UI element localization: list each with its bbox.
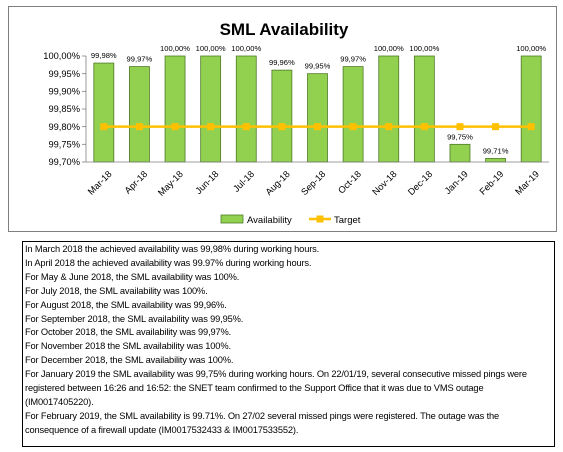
note-line: For May & June 2018, the SML availabilit… bbox=[25, 271, 240, 282]
target-line bbox=[100, 123, 535, 131]
legend-availability-label: Availability bbox=[247, 215, 292, 226]
sml-availability-chart: SML Availability 100,00% 99,95% 99,90% 99,8… bbox=[43, 20, 549, 226]
bar bbox=[129, 66, 150, 163]
bar bbox=[200, 55, 222, 163]
bar bbox=[378, 55, 400, 163]
y-tick-label: 99,95% bbox=[48, 69, 80, 79]
target-marker bbox=[527, 123, 535, 131]
y-tick-label: 99,90% bbox=[48, 87, 80, 97]
target-marker bbox=[314, 123, 321, 131]
x-tick-label: Aug-18 bbox=[264, 169, 292, 197]
bar bbox=[413, 55, 435, 163]
x-axis: Mar-18 Apr-18 May-18 Jun-18 Jul-18 Aug-18 Sep-… bbox=[86, 161, 549, 198]
x-tick-label: Feb-19 bbox=[478, 169, 506, 197]
note-line: For November 2018 the SML availability w… bbox=[25, 341, 231, 352]
x-tick-label: Apr-18 bbox=[123, 169, 150, 196]
note-line: For October 2018, the SML availability w… bbox=[25, 327, 232, 338]
y-tick-label: 99,70% bbox=[48, 157, 80, 167]
bar-value-label: 100,00% bbox=[409, 44, 439, 53]
target-marker bbox=[278, 123, 286, 131]
legend-target-marker bbox=[316, 215, 324, 223]
y-tick-label: 100,00% bbox=[43, 51, 80, 61]
y-tick-label: 99,75% bbox=[48, 140, 80, 150]
y-axis: 100,00% 99,95% 99,90% 99,85% 99,80% 99,75% 99,… bbox=[43, 51, 87, 167]
availability-notes: In March 2018 the achieved availability … bbox=[22, 241, 555, 447]
target-marker bbox=[207, 123, 215, 131]
bar-value-label: 99,97% bbox=[340, 55, 366, 64]
note-line: In March 2018 the achieved availability … bbox=[25, 244, 320, 254]
note-line: For January 2019 the SML availability wa… bbox=[25, 369, 527, 407]
x-tick-label: Oct-18 bbox=[336, 169, 363, 196]
bar bbox=[342, 66, 364, 163]
x-tick-label: Sep-18 bbox=[299, 169, 327, 197]
y-tick-label: 99,85% bbox=[48, 104, 80, 114]
chart-frame: SML Availability 100,00% 99,95% 99,90% 99,8… bbox=[8, 6, 557, 232]
y-tick-label: 99,80% bbox=[48, 122, 80, 132]
legend-availability-swatch bbox=[220, 214, 244, 224]
target-marker bbox=[420, 123, 428, 131]
bar-value-label: 100,00% bbox=[374, 44, 404, 53]
note-line: In April 2018 the achieved availability … bbox=[25, 257, 312, 268]
bar-value-label: 99,71% bbox=[483, 146, 509, 155]
bar bbox=[520, 55, 542, 163]
bar bbox=[164, 55, 186, 163]
note-line: For August 2018, the SML availability wa… bbox=[25, 299, 227, 310]
target-marker bbox=[385, 123, 393, 131]
target-marker bbox=[349, 123, 357, 131]
x-tick-label: Jul-18 bbox=[231, 169, 256, 194]
x-tick-label: Jan-19 bbox=[443, 169, 470, 196]
legend-target-label: Target bbox=[334, 215, 361, 226]
note-line: For July 2018, the SML availability was … bbox=[25, 285, 208, 296]
bar-value-label: 99,98% bbox=[91, 51, 117, 60]
bar-value-label: 99,75% bbox=[447, 132, 473, 141]
bar bbox=[235, 55, 257, 163]
bar-value-label: 100,00% bbox=[196, 44, 226, 53]
bar-value-label: 99,95% bbox=[305, 62, 331, 71]
bar-value-label: 100,00% bbox=[516, 44, 546, 53]
bar-value-label: 99,97% bbox=[127, 55, 153, 64]
bar bbox=[307, 73, 328, 163]
availability-bars bbox=[93, 55, 542, 163]
bar-value-labels: 99,98% 99,97% 100,00% 100,00% 100,00% 99,96% 9… bbox=[91, 44, 547, 155]
target-marker bbox=[492, 123, 500, 131]
x-tick-label: May-18 bbox=[156, 169, 185, 198]
note-line: For December 2018, the SML availability … bbox=[25, 355, 234, 366]
bar bbox=[449, 143, 471, 163]
target-marker bbox=[135, 123, 143, 131]
note-line: For September 2018, the SML availability… bbox=[25, 313, 244, 324]
legend: Availability Target bbox=[220, 214, 361, 226]
x-tick-label: Jun-18 bbox=[193, 169, 220, 196]
bar-value-label: 100,00% bbox=[160, 44, 190, 53]
bar bbox=[271, 69, 293, 163]
bar-value-label: 99,96% bbox=[269, 58, 295, 67]
bar bbox=[485, 158, 506, 163]
x-tick-label: Nov-18 bbox=[370, 169, 398, 197]
target-marker bbox=[100, 123, 108, 131]
note-line: For February 2019, the SML availability … bbox=[25, 410, 500, 435]
bar bbox=[93, 62, 115, 163]
x-tick-label: Mar-19 bbox=[513, 169, 541, 197]
x-tick-label: Dec-18 bbox=[406, 169, 434, 197]
target-marker bbox=[242, 123, 250, 131]
target-marker bbox=[456, 123, 464, 131]
target-marker bbox=[171, 123, 179, 131]
x-tick-label: Mar-18 bbox=[86, 169, 114, 197]
bar-value-label: 100,00% bbox=[231, 44, 261, 53]
chart-title: SML Availability bbox=[220, 20, 349, 39]
